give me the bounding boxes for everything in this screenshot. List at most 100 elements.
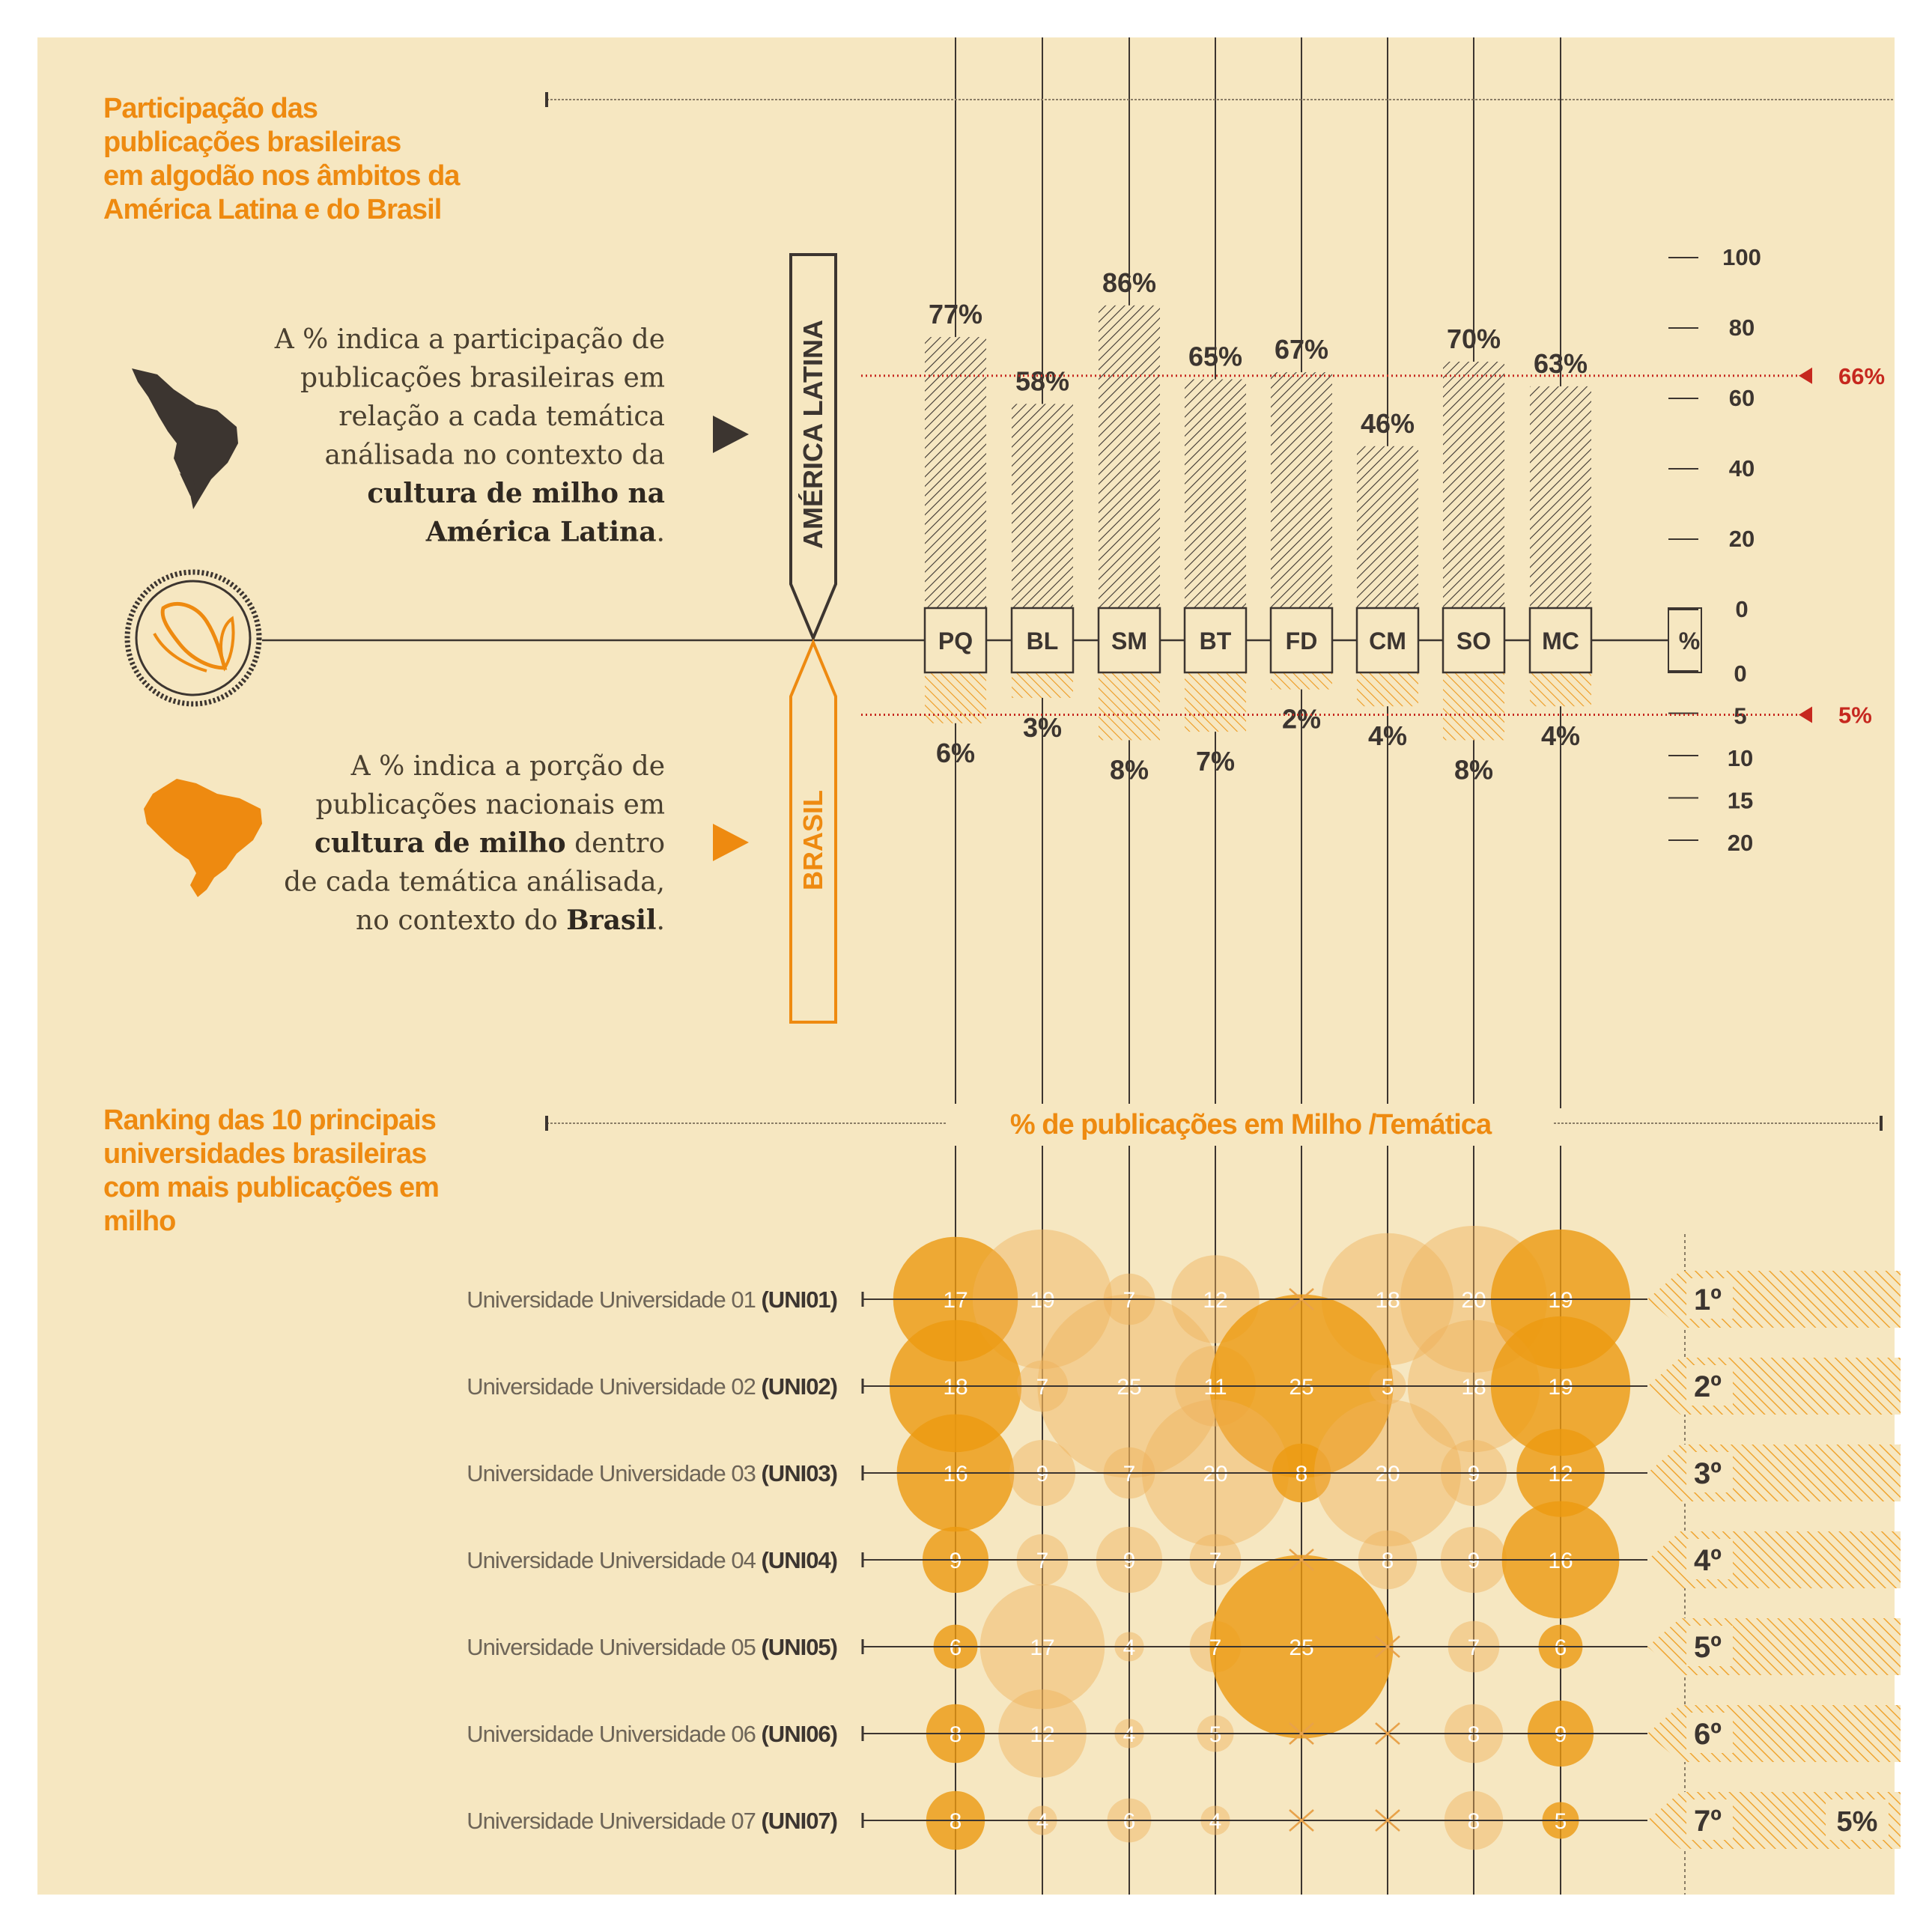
description-segment: publicações nacionais em <box>315 790 665 821</box>
university-code: (UNI07) <box>761 1808 837 1834</box>
bubble-value: 5 <box>1555 1809 1567 1834</box>
latam-bar-sm <box>1099 305 1160 608</box>
latam-bar-label: 67% <box>1275 334 1328 365</box>
description-segment: dentro <box>566 828 665 859</box>
latam-bar-label: 46% <box>1361 408 1415 439</box>
latam-bar-label: 58% <box>1015 365 1069 396</box>
brasil-bar-so <box>1443 672 1504 741</box>
corn-leaf-icon <box>219 616 235 672</box>
bubble-value: 4 <box>1036 1809 1049 1834</box>
bubble-value: 18 <box>943 1375 967 1400</box>
bubble-value: 8 <box>950 1722 962 1747</box>
bubble-value: 12 <box>1030 1722 1054 1747</box>
bubble-value: 8 <box>1295 1462 1308 1486</box>
description-line: análisada no contexto da <box>324 440 665 471</box>
latam-axis-tick-label: 80 <box>1729 315 1755 341</box>
bubble-value: 6 <box>950 1635 962 1660</box>
corn-leaf-icon <box>153 633 207 672</box>
rank-arrow <box>1647 1358 1901 1415</box>
latam-axis-tick-label: 40 <box>1729 455 1755 482</box>
rank-label-bg <box>1686 1713 1733 1753</box>
latam-bar-mc <box>1530 386 1591 608</box>
bubble-value: 17 <box>1030 1635 1054 1660</box>
unit-box <box>1668 607 1702 673</box>
latam-bar-cm <box>1357 446 1418 608</box>
latam-bar-fd <box>1271 372 1332 608</box>
rank-label-bg <box>1686 1365 1733 1406</box>
rank-side-bg <box>1826 1799 1889 1840</box>
brasil-bar-bt <box>1185 672 1246 732</box>
description-segment: . <box>657 905 665 936</box>
category-code: BT <box>1200 628 1232 654</box>
category-box-bl <box>1010 607 1075 674</box>
bubble-value: 9 <box>1468 1462 1480 1486</box>
rank-label-bg <box>1686 1452 1733 1492</box>
frame-top <box>0 0 1932 37</box>
bubble-value: 6 <box>1123 1809 1136 1834</box>
bubble-value: 18 <box>1375 1288 1400 1313</box>
bubble-value: 20 <box>1203 1462 1227 1486</box>
bubble-value: 4 <box>1123 1635 1136 1660</box>
bubble-value: 9 <box>1555 1722 1567 1747</box>
bubble-value: 9 <box>1468 1549 1480 1573</box>
university-code: (UNI05) <box>761 1634 837 1660</box>
description-segment: Brasil <box>566 905 656 936</box>
latam-bar-label: 65% <box>1188 341 1242 372</box>
bubble-value: 5 <box>1382 1375 1394 1400</box>
university-name: Universidade Universidade 05 <box>467 1634 761 1660</box>
bubble-label-layer: 17 19 7 12 18 20 19 18 7 25 11 25 5 18 19 16 9 7 20 8 20 9 12 9… <box>943 1288 1573 1834</box>
bubble-value: 7 <box>1123 1288 1136 1313</box>
bubble-value: 20 <box>1375 1462 1400 1486</box>
latam-axis-tick-label: 20 <box>1729 526 1755 552</box>
description-line: América Latina. <box>425 517 665 548</box>
brasil-bar-label: 6% <box>936 738 975 768</box>
bubble-value: 19 <box>1030 1288 1054 1313</box>
bubble-value: 7 <box>1209 1635 1222 1660</box>
university-name: Universidade Universidade 03 <box>467 1460 761 1486</box>
bubble-value: 9 <box>1036 1462 1049 1486</box>
university-name: Universidade Universidade 07 <box>467 1808 761 1834</box>
brasil-axis-tick-label: 10 <box>1728 745 1753 771</box>
brasil-reference-label: 5% <box>1838 702 1872 729</box>
latam-reference-label: 66% <box>1838 363 1885 389</box>
university-code: (UNI01) <box>761 1287 837 1313</box>
bubble-value: 7 <box>1468 1635 1480 1660</box>
category-box-pq <box>923 607 988 674</box>
latam-bar-pq <box>925 337 986 608</box>
description-line: de cada temática análisada, <box>284 867 665 898</box>
category-box-sm <box>1097 607 1161 674</box>
brasil-description: A % indica a porção de publicações nacion… <box>284 751 665 936</box>
brasil-bar-label: 4% <box>1541 720 1580 751</box>
bubble-value: 25 <box>1289 1375 1313 1400</box>
university-label: Universidade Universidade 02 (UNI02) <box>467 1373 837 1400</box>
frame-right <box>1901 0 1932 1932</box>
university-label: Universidade Universidade 03 (UNI03) <box>467 1460 837 1486</box>
brasil-play-arrow-icon <box>713 824 749 861</box>
description-segment: A % indica a porção de <box>350 751 665 782</box>
bubble-value: 7 <box>1209 1549 1222 1573</box>
bubble-value: 25 <box>1289 1635 1313 1660</box>
latam-bar-label: 77% <box>929 299 982 329</box>
latam-bar-label: 70% <box>1447 323 1501 354</box>
description-segment: análisada no contexto da <box>324 440 665 471</box>
bubble-value: 8 <box>1382 1549 1394 1573</box>
bubble-value: 7 <box>1123 1462 1136 1486</box>
rank-arrow <box>1647 1445 1901 1501</box>
description-line: relação a cada temática <box>338 401 665 432</box>
brasil-bar-label: 8% <box>1454 754 1493 785</box>
rank-label: 2º <box>1694 1370 1722 1403</box>
rank-label-bg <box>1686 1626 1733 1666</box>
description-segment: de cada temática análisada, <box>284 867 665 898</box>
latam-axis-tick-label: 0 <box>1735 596 1748 622</box>
university-label: Universidade Universidade 05 (UNI05) <box>467 1634 837 1660</box>
category-code: SO <box>1456 628 1491 654</box>
bubble-value: 9 <box>950 1549 962 1573</box>
university-code: (UNI03) <box>761 1460 837 1486</box>
bubble-value: 25 <box>1117 1375 1141 1400</box>
latam-bar-bt <box>1185 379 1246 608</box>
description-segment: no contexto do <box>356 905 566 936</box>
bubble-value: 19 <box>1548 1288 1573 1313</box>
rank-arrow <box>1647 1705 1901 1762</box>
